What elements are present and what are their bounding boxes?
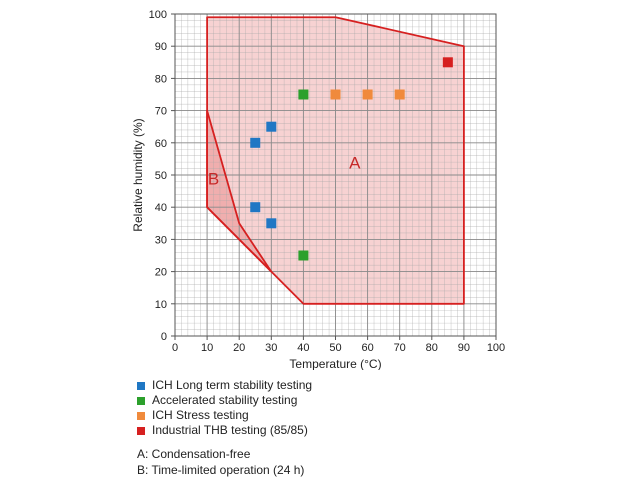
- legend-label-accelerated: Accelerated stability testing: [152, 393, 298, 407]
- x-tick-label: 20: [233, 342, 245, 354]
- x-tick-label: 60: [361, 342, 373, 354]
- x-tick-label: 90: [458, 342, 470, 354]
- legend-swatch-long-term: [137, 381, 145, 390]
- region-b-outline: [206, 109, 273, 273]
- point-accelerated-stability-testing: [298, 250, 309, 261]
- y-tick-label: 90: [155, 41, 167, 53]
- legend-item-stress: ICH Stress testing: [137, 408, 312, 423]
- x-tick-label: 10: [201, 342, 213, 354]
- note-time-limited: B: Time-limited operation (24 h): [137, 463, 305, 477]
- legend-label-stress: ICH Stress testing: [152, 408, 249, 422]
- legend-label-thb: Industrial THB testing (85/85): [152, 423, 308, 437]
- legend-item-thb: Industrial THB testing (85/85): [137, 423, 312, 438]
- x-tick-label: 80: [426, 342, 438, 354]
- y-tick-label: 80: [155, 73, 167, 85]
- y-tick-label: 60: [155, 138, 167, 150]
- legend-label-long-term: ICH Long term stability testing: [152, 378, 313, 392]
- x-tick-label: 100: [487, 342, 505, 354]
- y-tick-label: 0: [161, 331, 167, 343]
- note-condensation-free: A: Condensation-free: [137, 447, 251, 461]
- point-industrial-thb-testing-85-85: [442, 57, 453, 68]
- region-notes: A: Condensation-free B: Time-limited ope…: [137, 446, 304, 478]
- chart: A B 0 10 20 30 40 50 60 70 80 90 100 0 10 20 30 40 50 60 70 8…: [131, 9, 505, 370]
- x-tick-label: 0: [172, 342, 178, 354]
- region-a-label: A: [349, 154, 361, 173]
- point-ich-stress-testing: [362, 89, 373, 100]
- x-tick-label: 30: [265, 342, 277, 354]
- legend-swatch-thb: [137, 426, 145, 435]
- x-tick-label: 70: [394, 342, 406, 354]
- x-tick-label: 50: [329, 342, 341, 354]
- point-ich-stress-testing: [394, 89, 405, 100]
- y-tick-label: 30: [155, 234, 167, 246]
- y-axis-label: Relative humidity (%): [131, 118, 145, 231]
- legend-swatch-accelerated: [137, 396, 145, 405]
- point-accelerated-stability-testing: [298, 89, 309, 100]
- region-b-label: B: [208, 170, 219, 189]
- y-tick-label: 70: [155, 106, 167, 118]
- y-tick-label: 20: [155, 267, 167, 279]
- y-tick-label: 40: [155, 202, 167, 214]
- y-tick-label: 100: [149, 9, 167, 21]
- x-axis-label: Temperature (°C): [289, 357, 381, 370]
- legend-swatch-stress: [137, 411, 145, 420]
- y-tick-label: 50: [155, 170, 167, 182]
- point-ich-long-term-stability-testing: [250, 202, 261, 213]
- point-ich-long-term-stability-testing: [250, 137, 261, 148]
- legend-item-long-term: ICH Long term stability testing: [137, 378, 312, 393]
- point-ich-long-term-stability-testing: [266, 121, 277, 132]
- x-tick-label: 40: [297, 342, 309, 354]
- point-ich-long-term-stability-testing: [266, 218, 277, 229]
- legend-item-accelerated: Accelerated stability testing: [137, 393, 312, 408]
- legend: ICH Long term stability testing Accelera…: [137, 378, 312, 438]
- point-ich-stress-testing: [330, 89, 341, 100]
- y-tick-label: 10: [155, 299, 167, 311]
